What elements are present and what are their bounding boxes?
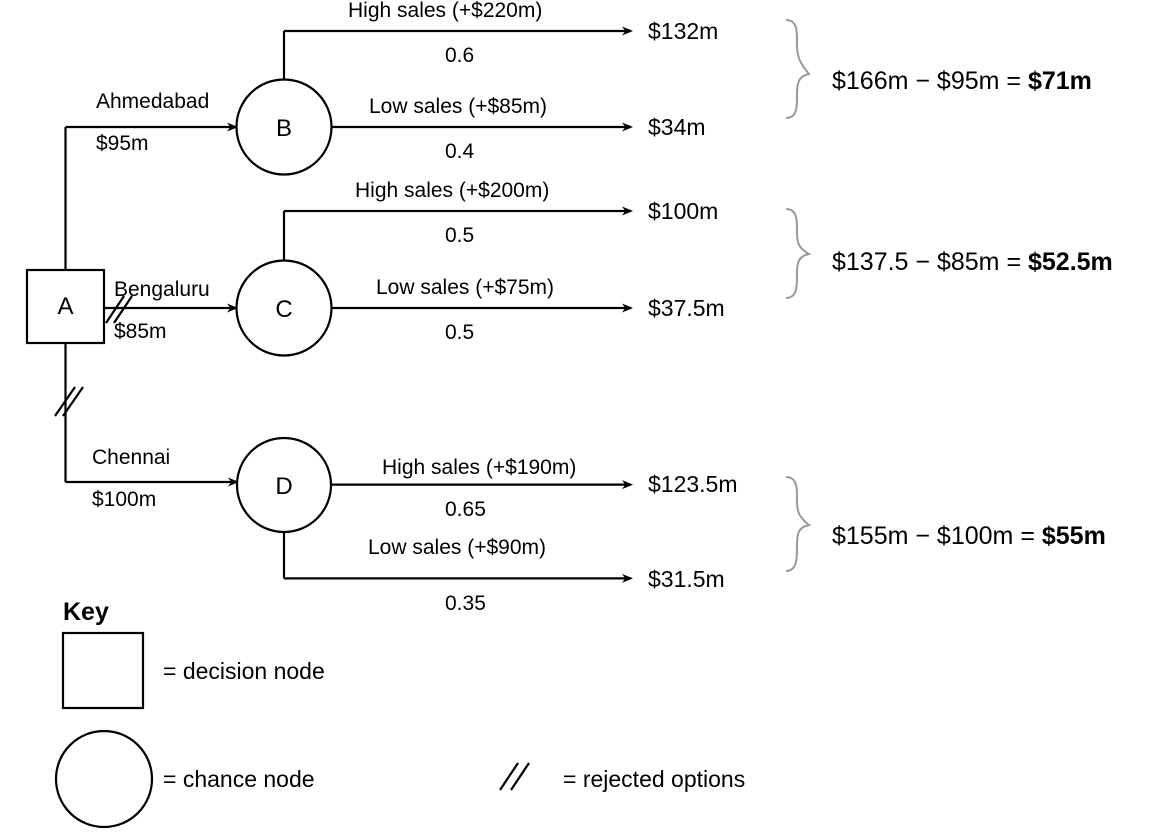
- svg-text:0.65: 0.65: [445, 498, 486, 521]
- svg-text:$123.5m: $123.5m: [648, 471, 738, 497]
- svg-text:= chance node: = chance node: [163, 766, 315, 792]
- svg-text:$95m: $95m: [96, 132, 149, 155]
- svg-text:C: C: [275, 296, 292, 323]
- svg-text:$31.5m: $31.5m: [648, 566, 725, 592]
- svg-text:High sales (+$220m): High sales (+$220m): [348, 0, 542, 22]
- svg-text:$132m: $132m: [648, 18, 718, 44]
- svg-text:B: B: [276, 115, 292, 142]
- svg-text:0.5: 0.5: [445, 224, 474, 247]
- svg-text:Low sales (+$90m): Low sales (+$90m): [368, 536, 546, 559]
- svg-text:0.35: 0.35: [445, 592, 486, 615]
- svg-text:A: A: [57, 293, 73, 320]
- svg-text:0.5: 0.5: [445, 321, 474, 344]
- svg-text:$100m: $100m: [648, 198, 718, 224]
- svg-text:$37.5m: $37.5m: [648, 295, 725, 321]
- svg-text:$155m − $100m = $55m: $155m − $100m = $55m: [832, 522, 1106, 550]
- svg-text:$34m: $34m: [648, 114, 706, 140]
- svg-text:Low sales (+$75m): Low sales (+$75m): [376, 276, 554, 299]
- svg-text:High sales (+$190m): High sales (+$190m): [382, 456, 576, 479]
- svg-text:High sales (+$200m): High sales (+$200m): [355, 179, 549, 202]
- svg-text:Low sales (+$85m): Low sales (+$85m): [369, 95, 547, 118]
- svg-text:$100m: $100m: [92, 488, 156, 511]
- svg-text:0.6: 0.6: [445, 44, 474, 67]
- svg-text:D: D: [275, 473, 292, 500]
- svg-text:Ahmedabad: Ahmedabad: [96, 90, 209, 113]
- svg-text:Bengaluru: Bengaluru: [114, 278, 210, 301]
- svg-text:$85m: $85m: [114, 320, 167, 343]
- svg-text:0.4: 0.4: [445, 140, 475, 163]
- svg-text:= rejected options: = rejected options: [563, 766, 745, 792]
- svg-text:Chennai: Chennai: [92, 446, 170, 469]
- svg-text:$166m − $95m = $71m: $166m − $95m = $71m: [832, 67, 1092, 95]
- svg-text:= decision node: = decision node: [163, 658, 325, 684]
- svg-text:$137.5 − $85m = $52.5m: $137.5 − $85m = $52.5m: [832, 248, 1113, 276]
- svg-text:Key: Key: [63, 598, 109, 626]
